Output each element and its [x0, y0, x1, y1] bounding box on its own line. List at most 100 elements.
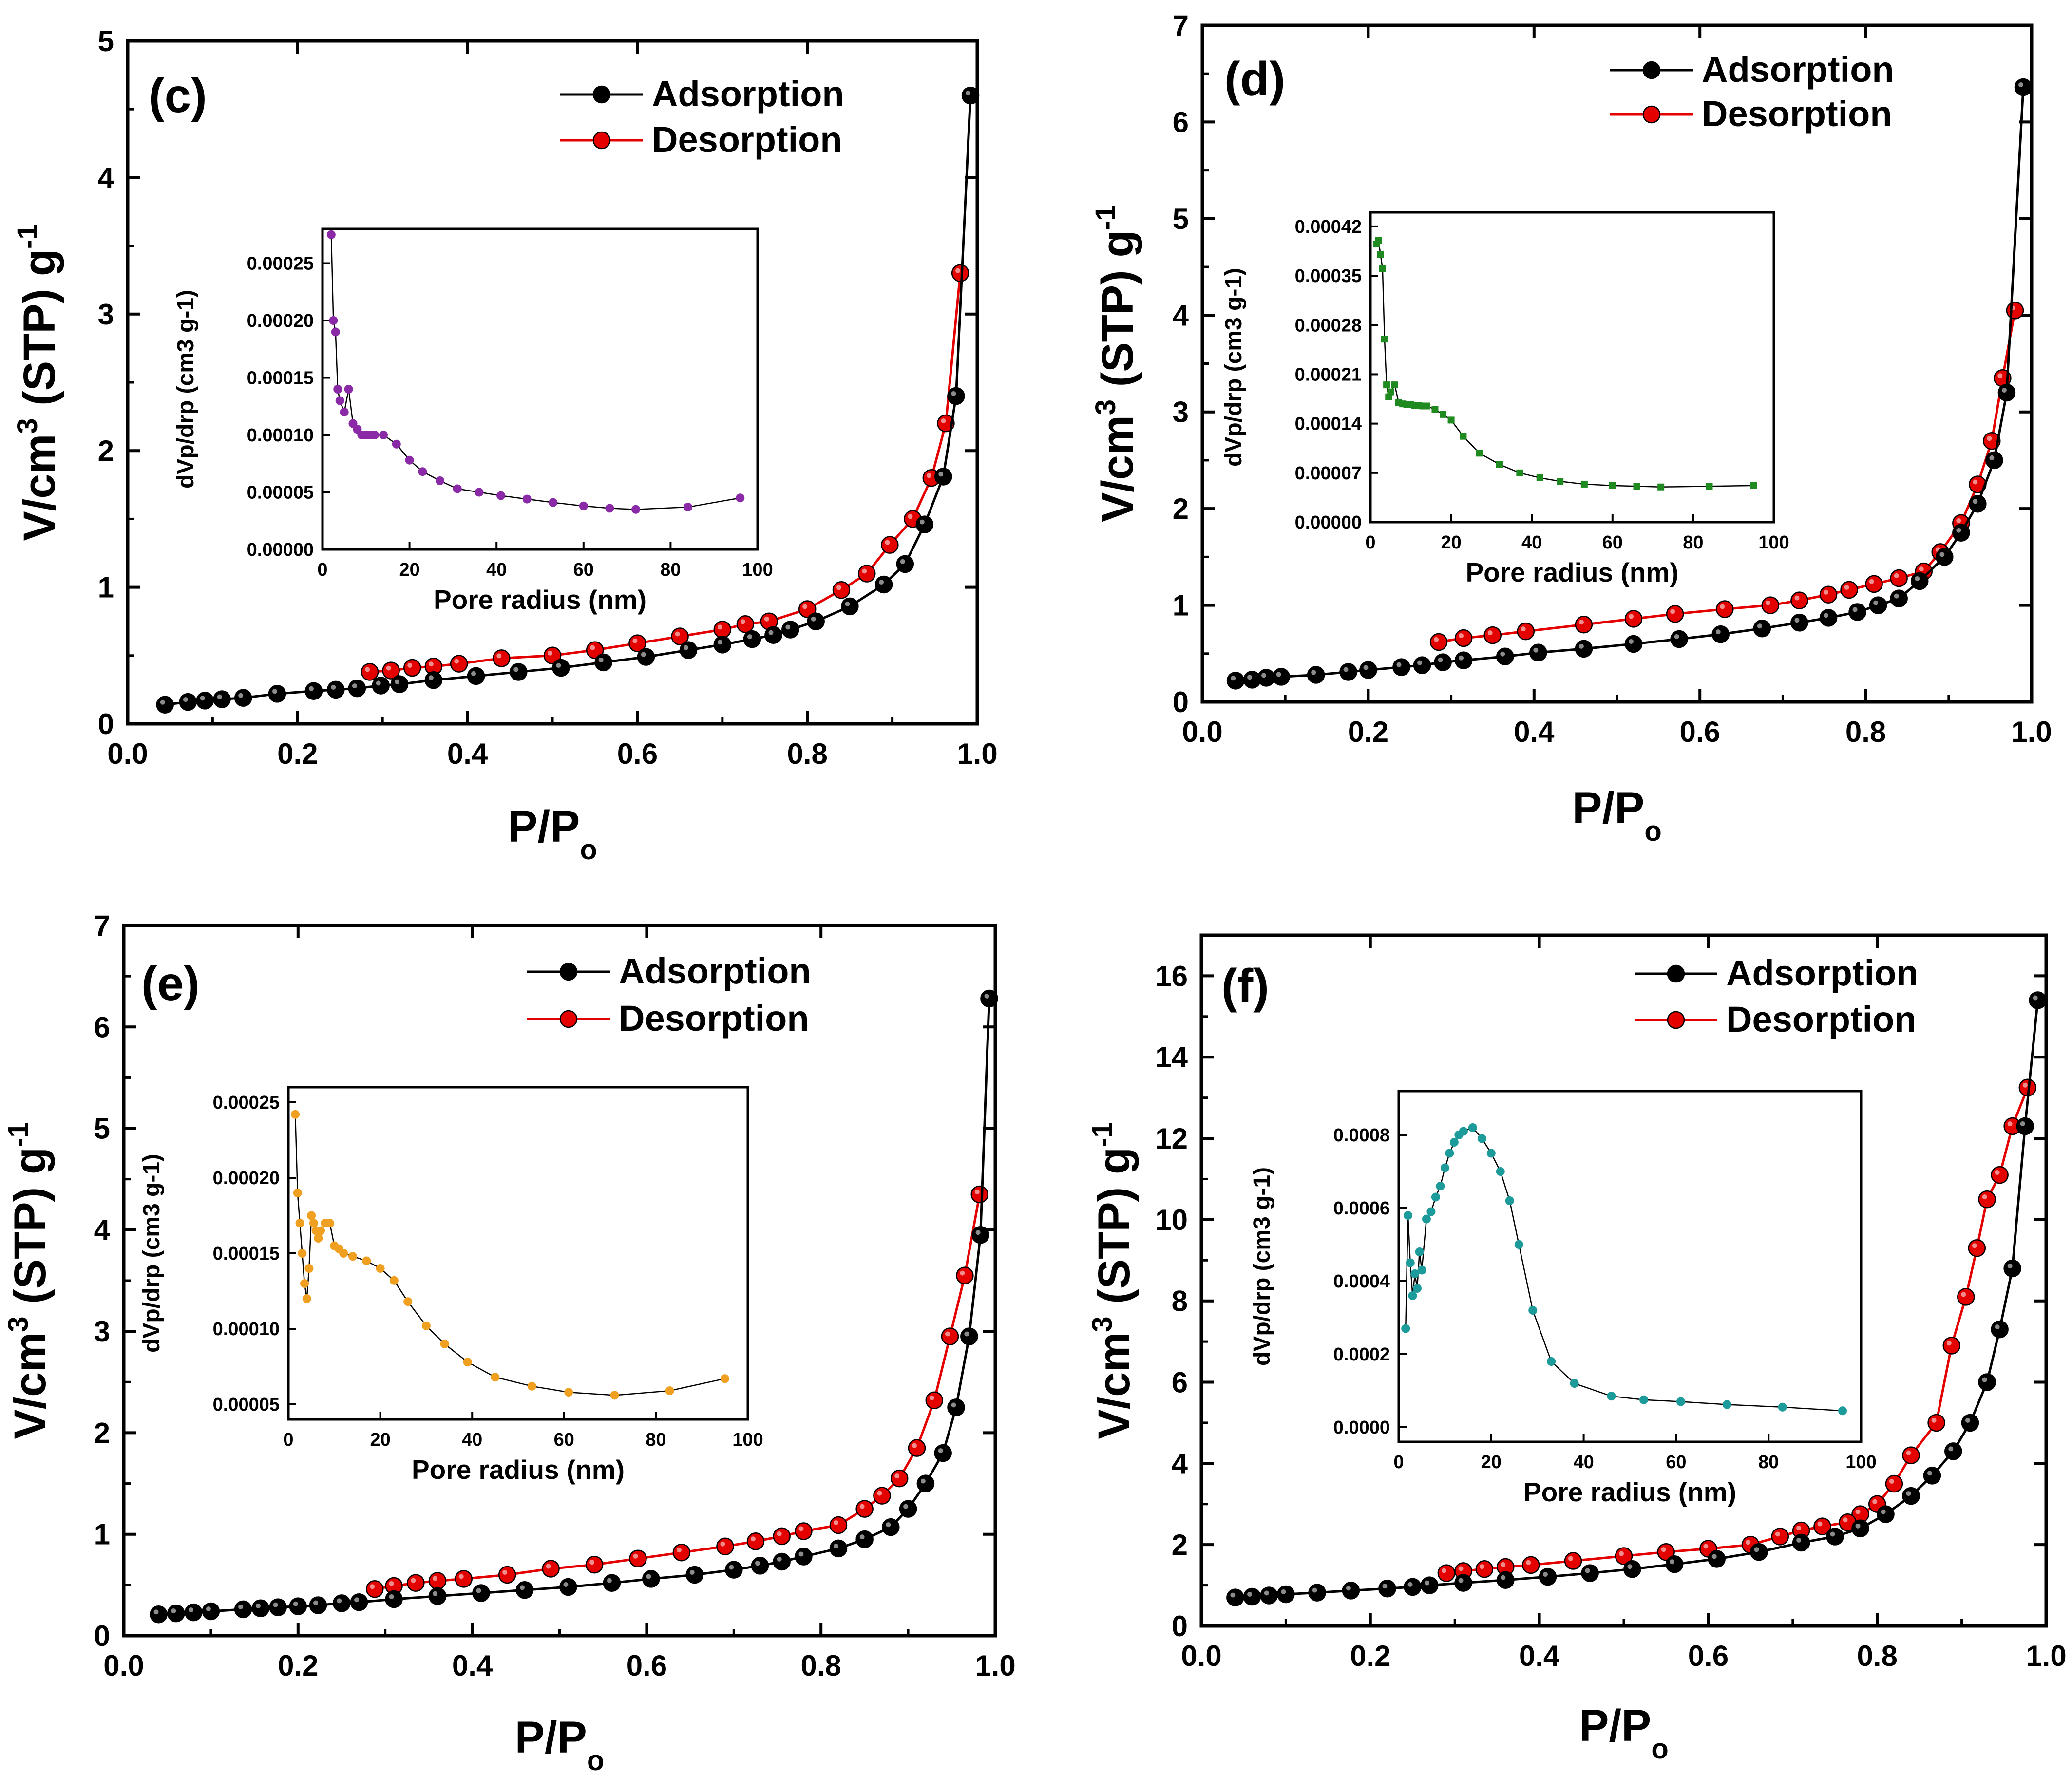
adsorption-point	[350, 1593, 368, 1611]
adsorption-point-highlight	[395, 679, 400, 684]
y-tick-label: 6	[1173, 106, 1189, 138]
x-tick-label: 0.8	[787, 737, 827, 770]
inset-frame	[287, 1086, 749, 1421]
desorption-point-highlight	[1982, 1194, 1987, 1200]
inset-y-tick-label: 0.00000	[247, 540, 314, 560]
adsorption-point-highlight	[2020, 1121, 2025, 1127]
adsorption-point-highlight	[1311, 670, 1316, 675]
desorption-point	[1475, 1560, 1494, 1578]
inset-point	[1391, 381, 1398, 389]
inset-x-axis-title: Pore radius (nm)	[1523, 1477, 1736, 1507]
adsorption-point	[764, 626, 782, 644]
desorption-point-highlight	[908, 514, 913, 519]
adsorption-point	[1869, 596, 1887, 614]
y-axis-title-sup2: -1	[1086, 1122, 1118, 1147]
adsorption-point	[156, 696, 174, 714]
desorption-point-highlight	[2007, 1121, 2013, 1127]
adsorption-point-highlight	[1881, 1509, 1886, 1514]
desorption-point-highlight	[929, 1395, 934, 1400]
adsorption-point-highlight	[1674, 634, 1679, 640]
desorption-point-highlight	[955, 268, 961, 273]
adsorption-point-highlight	[1261, 673, 1267, 678]
legend-marker	[1667, 1011, 1685, 1029]
desorption-point	[361, 663, 379, 681]
desorption-point-highlight	[1501, 1562, 1506, 1567]
inset-point	[720, 1374, 729, 1383]
x-axis-title: P/Po	[1572, 783, 1662, 847]
x-tick-label: 0.2	[278, 1649, 318, 1682]
adsorption-point	[552, 659, 570, 677]
adsorption-point	[390, 675, 409, 693]
y-axis-title: V/cm3 (STP) g-1	[12, 224, 64, 541]
inset-point	[475, 488, 484, 497]
inset-x-tick-label: 60	[1602, 532, 1623, 553]
x-axis-title: P/Po	[515, 1713, 605, 1775]
inset-x-tick-label: 100	[732, 1430, 763, 1450]
adsorption-point-highlight	[747, 634, 752, 640]
adsorption-point	[327, 680, 345, 699]
y-tick-label: 3	[98, 298, 114, 331]
y-tick-label: 1	[98, 571, 114, 604]
inset-point	[1570, 1379, 1579, 1388]
y-axis-title-mid: (STP) g	[1093, 230, 1142, 399]
adsorption-point	[1936, 548, 1954, 566]
adsorption-point	[1413, 656, 1431, 674]
adsorption-point	[167, 1604, 185, 1623]
inset-point	[379, 431, 388, 439]
inset-point	[1381, 336, 1388, 343]
inset-point	[1514, 1240, 1523, 1249]
desorption-point-highlight	[1794, 595, 1800, 601]
adsorption-point	[1575, 640, 1593, 658]
inset-y-axis-title: dVp/drp (cm3 g-1)	[1221, 268, 1247, 467]
desorption-point	[951, 264, 969, 282]
panel-label: (c)	[149, 69, 207, 122]
adsorption-point-highlight	[1247, 1591, 1253, 1597]
x-tick-label: 0.6	[1679, 716, 1720, 748]
adsorption-point	[385, 1590, 403, 1608]
x-tick-label: 0.6	[617, 737, 658, 770]
legend-marker	[592, 85, 611, 104]
inset-point	[564, 1388, 573, 1397]
y-tick-label: 1	[1173, 589, 1189, 622]
inset-point	[1750, 482, 1757, 489]
adsorption-point	[1790, 614, 1808, 632]
adsorption-point-highlight	[777, 1556, 782, 1562]
adsorption-point	[184, 1603, 203, 1622]
adsorption-point-highlight	[951, 391, 956, 397]
desorption-point-highlight	[836, 585, 841, 590]
adsorption-point	[603, 1574, 621, 1592]
inset-point	[1377, 251, 1384, 258]
adsorption-point	[685, 1566, 704, 1584]
inset-point	[522, 494, 532, 504]
inset-y-tick-label: 0.00000	[1295, 512, 1362, 533]
adsorption-point-highlight	[755, 1561, 760, 1566]
desorption-point	[1771, 1528, 1789, 1546]
inset-point	[405, 455, 414, 465]
adsorption-point	[1792, 1533, 1810, 1552]
inset-frame	[1369, 211, 1775, 524]
adsorption-point	[1877, 1505, 1895, 1523]
inset-chart: 0 20 40 60 80 100 0.00000 0.00005 0.00010 0.00015…	[173, 227, 773, 615]
adsorption-point-highlight	[238, 1604, 244, 1609]
inset-point	[1557, 478, 1564, 485]
desorption-point-highlight	[1526, 1560, 1531, 1565]
adsorption-point	[1420, 1576, 1439, 1594]
x-tick-label: 0.4	[1514, 716, 1555, 748]
desorption-point	[455, 1570, 473, 1588]
adsorption-point-highlight	[1363, 665, 1369, 670]
desorption-point-highlight	[1670, 609, 1675, 614]
y-axis-title: V/cm3 (STP) g-1	[1086, 1122, 1139, 1439]
inset-point	[1417, 1265, 1426, 1275]
adsorption-point-highlight	[1264, 1590, 1269, 1596]
desorption-point	[970, 1185, 989, 1204]
inset-point	[1447, 416, 1455, 424]
x-tick-label: 0.4	[452, 1649, 493, 1682]
y-tick-label: 1	[94, 1518, 110, 1551]
inset-y-tick-label: 0.00005	[213, 1395, 280, 1415]
x-tick-label: 0.8	[800, 1649, 841, 1682]
desorption-point	[1437, 1564, 1456, 1582]
adsorption-point-highlight	[1948, 1446, 1954, 1452]
inset-x-tick-label: 40	[486, 560, 507, 580]
inset-x-tick-label: 60	[554, 1430, 574, 1450]
desorption-point	[1429, 633, 1448, 651]
